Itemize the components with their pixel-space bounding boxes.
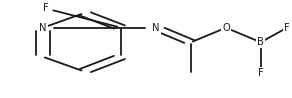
Text: O: O	[222, 23, 230, 33]
Text: F: F	[258, 68, 264, 78]
Text: N: N	[39, 23, 47, 33]
Text: F: F	[284, 23, 290, 33]
Text: N: N	[152, 23, 160, 33]
Text: F: F	[43, 3, 48, 13]
Text: B: B	[257, 37, 264, 47]
